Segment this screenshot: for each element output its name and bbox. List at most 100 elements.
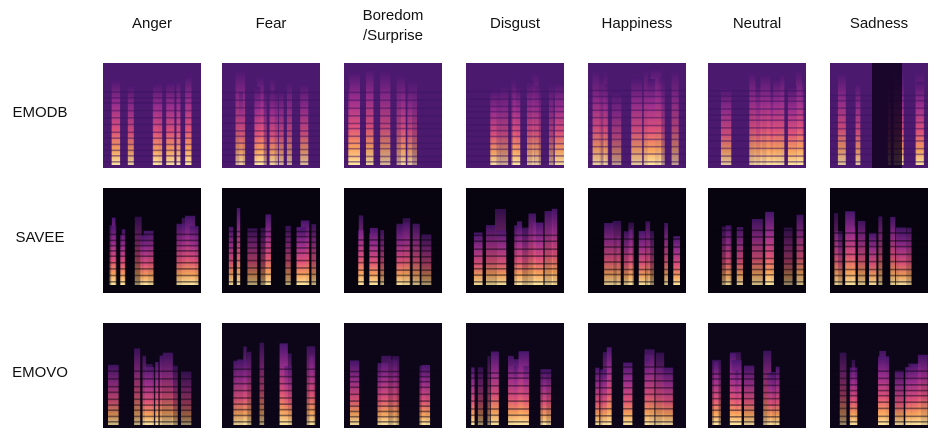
voiced-segment [237,208,240,285]
voiced-segment [229,227,233,285]
voiced-segment [549,83,554,165]
harmonic-gap [103,137,201,139]
harmonic-gap [466,377,564,379]
harmonic-gap [466,106,564,108]
harmonic-gap [830,416,928,418]
voiced-segment [760,74,770,165]
harmonic-gap [588,146,686,148]
voiced-segment [834,213,838,285]
harmonic-gap [222,142,320,144]
voiced-segment [845,211,855,285]
spectrogram [222,188,320,293]
spectrogram-background [588,188,686,293]
voiced-segment [796,69,802,165]
harmonic-gap [708,398,806,400]
harmonic-gap [466,248,564,250]
harmonic-gap [588,139,686,141]
harmonic-gap [222,260,320,262]
harmonic-gap [588,401,686,403]
harmonic-gap [103,144,201,146]
harmonic-gap [103,150,201,152]
harmonic-gap [466,130,564,132]
harmonic-gap [344,275,442,277]
harmonic-gap [708,263,806,265]
harmonic-gap [222,149,320,151]
voiced-segment [545,211,553,285]
voiced-segment [788,85,797,165]
harmonic-gap [344,123,442,125]
harmonic-gap [222,383,320,385]
harmonic-gap [466,155,564,157]
harmonic-gap [830,275,928,277]
voiced-segment [878,216,882,285]
harmonic-gap [103,262,201,264]
harmonic-gap [344,143,442,145]
harmonic-gap [466,136,564,138]
voiced-segment [269,90,278,165]
harmonic-gap [344,99,442,101]
harmonic-gap [466,400,564,402]
harmonic-gap [466,148,564,150]
harmonic-gap [708,148,806,150]
spectrogram [708,63,806,168]
harmonic-gap [103,102,201,104]
harmonic-gap [222,397,320,399]
spectrogram [830,323,928,428]
harmonic-gap [344,394,442,396]
harmonic-gap [222,421,320,423]
harmonic-gap [708,100,806,102]
harmonic-gap [222,107,320,109]
harmonic-gap [708,90,806,92]
harmonic-gap [103,155,201,157]
harmonic-gap [222,403,320,405]
harmonic-gap [466,161,564,163]
voiced-segment [607,347,612,425]
harmonic-gap [344,148,442,150]
voiced-segment [840,353,847,425]
voiced-segment [307,346,316,425]
column-label: Anger [92,14,212,34]
harmonic-gap [222,99,320,101]
harmonic-gap [222,92,320,94]
harmonic-gap [103,404,201,406]
harmonic-gap [466,268,564,270]
harmonic-gap [103,91,201,93]
harmonic-gap [222,130,320,132]
column-label: Neutral [697,14,817,34]
harmonic-gap [222,241,320,243]
harmonic-gap [708,134,806,136]
spectrogram [103,188,201,293]
harmonic-gap [222,161,320,163]
harmonic-gap [830,269,928,271]
harmonic-gap [103,131,201,133]
harmonic-gap [222,390,320,392]
harmonic-gap [344,381,442,383]
voiced-segment [838,73,846,165]
harmonic-gap [708,250,806,252]
voiced-segment [514,225,522,285]
harmonic-gap [708,108,806,110]
row-label: SAVEE [0,229,80,246]
column-label: Sadness [819,14,930,34]
voiced-segment [239,92,243,165]
harmonic-gap [588,394,686,396]
harmonic-gap [344,115,442,117]
harmonic-gap [103,391,201,393]
harmonic-gap [466,281,564,283]
spectrogram [708,188,806,293]
voiced-segment [600,369,606,425]
harmonic-gap [466,274,564,276]
figure: (() => { const data = JSON.parse(documen… [0,0,930,431]
harmonic-gap [466,91,564,93]
harmonic-gap [103,268,201,270]
spectrogram-grid [0,0,930,431]
harmonic-gap [830,384,928,386]
harmonic-gap [830,401,928,403]
harmonic-gap [588,117,686,119]
harmonic-gap [344,250,442,252]
harmonic-gap [830,240,928,242]
harmonic-gap [830,232,928,234]
harmonic-gap [588,246,686,248]
voiced-segment [598,75,604,165]
harmonic-gap [588,274,686,276]
